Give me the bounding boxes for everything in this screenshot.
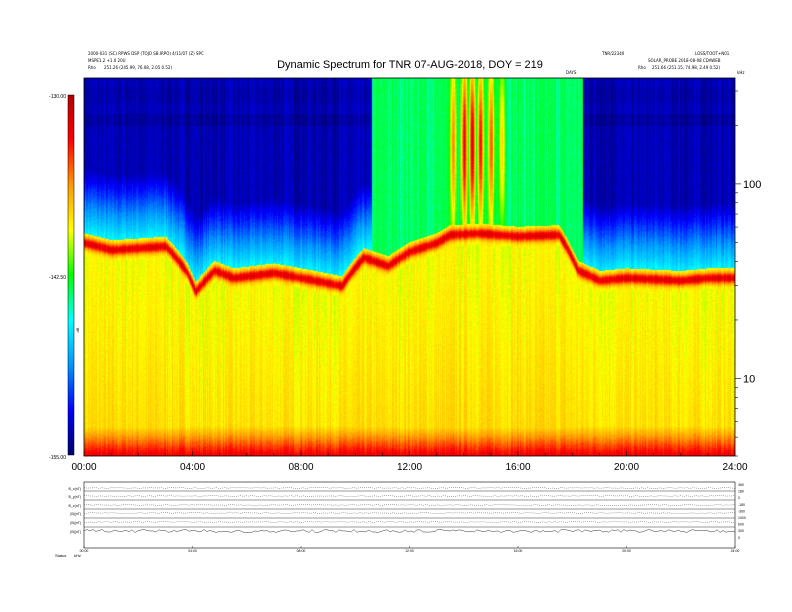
- subpanel-right-tick: 0: [738, 496, 740, 500]
- subpanel-label: |B|(nT): [70, 512, 81, 516]
- header-right-top: LOSS/TOOT+N01: [695, 51, 730, 56]
- header-left-rho-value: 251.26 (245.99, 76.08, 2.05 0.52): [104, 65, 173, 70]
- subpanel-right-tick: 360: [738, 483, 744, 487]
- colorbar-tick-top: -130.00: [49, 94, 66, 100]
- x-axis: 00:00 04:00 08:00 12:00 16:00 20:00 24:00: [71, 451, 748, 473]
- subpanel-right-tick: 1000: [738, 516, 746, 520]
- subpanel-label: B_y(nT): [69, 495, 81, 499]
- header-right-rho-label: Rho: [638, 65, 646, 70]
- x-tick-label: 24:00: [722, 462, 747, 473]
- subpanel-x-tick-label: 24:00: [731, 549, 740, 553]
- subpanel-right-tick: 300: [738, 529, 744, 533]
- colorbar-tick-mid: -142.50: [49, 275, 66, 281]
- x-tick-label: 08:00: [288, 462, 313, 473]
- subpanel-x-tick-label: 16:00: [514, 549, 523, 553]
- subpanel-right-tick: -180: [738, 503, 745, 507]
- subpanel-label: B_x(nT): [69, 487, 81, 491]
- subpanel-trace: [83, 487, 736, 489]
- subpanel-trace: [83, 504, 736, 506]
- subpanel-x-tick-label: 08:00: [297, 549, 306, 553]
- subpanel-trace: [83, 529, 736, 533]
- subpanel-label: |B|(nT): [70, 521, 81, 525]
- subpanel-trace: [83, 521, 736, 523]
- x-tick-label: 12:00: [397, 462, 422, 473]
- footer-status-label: Status: [55, 553, 66, 558]
- subpanel-right-tick: 0: [738, 536, 740, 540]
- header-right-mid: TNR/22340: [602, 51, 625, 56]
- y-axis: 10 100: [735, 90, 761, 457]
- subpanel-frame: [83, 481, 736, 549]
- corner-tag: kHz: [737, 70, 745, 75]
- subpanel-x-tick-label: 04:00: [188, 549, 197, 553]
- header-right-line2: SOLAR_PROBE 2018-08-08 CDAWEB: [648, 58, 721, 63]
- y-tick-label: 100: [743, 179, 761, 191]
- subpanel-x-tick-label: 12:00: [405, 549, 414, 553]
- colorbar: [67, 94, 75, 456]
- subpanel-x-tick-label: 00:00: [80, 549, 89, 553]
- x-tick-label: 16:00: [505, 462, 530, 473]
- colorbar-tick-bottom: -155.00: [49, 455, 66, 461]
- magnetometer-panel: B_x(nT) B_y(nT) B_z(nT) |B|(nT) |B|(nT) |B|(n…: [69, 481, 746, 553]
- header-left-rho-label: Rho: [88, 65, 96, 70]
- spectrogram-canvas: [84, 78, 735, 456]
- header-left-line2: MSPE1.2 +1.0 20U: [88, 58, 126, 63]
- chart-title: Dynamic Spectrum for TNR 07-AUG-2018, DO…: [277, 59, 543, 71]
- subpanel-right-tick: 600: [738, 523, 744, 527]
- subpanel-label: B_z(nT): [69, 504, 81, 508]
- spectrogram-image-holder: [84, 78, 735, 456]
- footer-status-value: kHz: [74, 553, 81, 558]
- header-left-line1: 2000-031 (SC) RPWS DSP (TOJO SB.IRPO) 4/…: [88, 51, 204, 56]
- subpanel-label: |B|(nT): [70, 530, 81, 534]
- subpanel-right-tick: 180: [738, 490, 744, 494]
- y-tick-label: 10: [743, 374, 755, 386]
- colorbar-label: dB: [75, 327, 80, 332]
- subpanel-x-tick-label: 20:00: [622, 549, 631, 553]
- x-tick-label: 04:00: [180, 462, 205, 473]
- header-marker: DAYS: [566, 70, 577, 75]
- subpanel-right-tick: -360: [738, 509, 745, 513]
- x-tick-label: 20:00: [614, 462, 639, 473]
- x-tick-label: 00:00: [71, 462, 96, 473]
- header-right-rho-value: 251.66 (251.15, 74.98, 2.49 0.52): [652, 65, 721, 70]
